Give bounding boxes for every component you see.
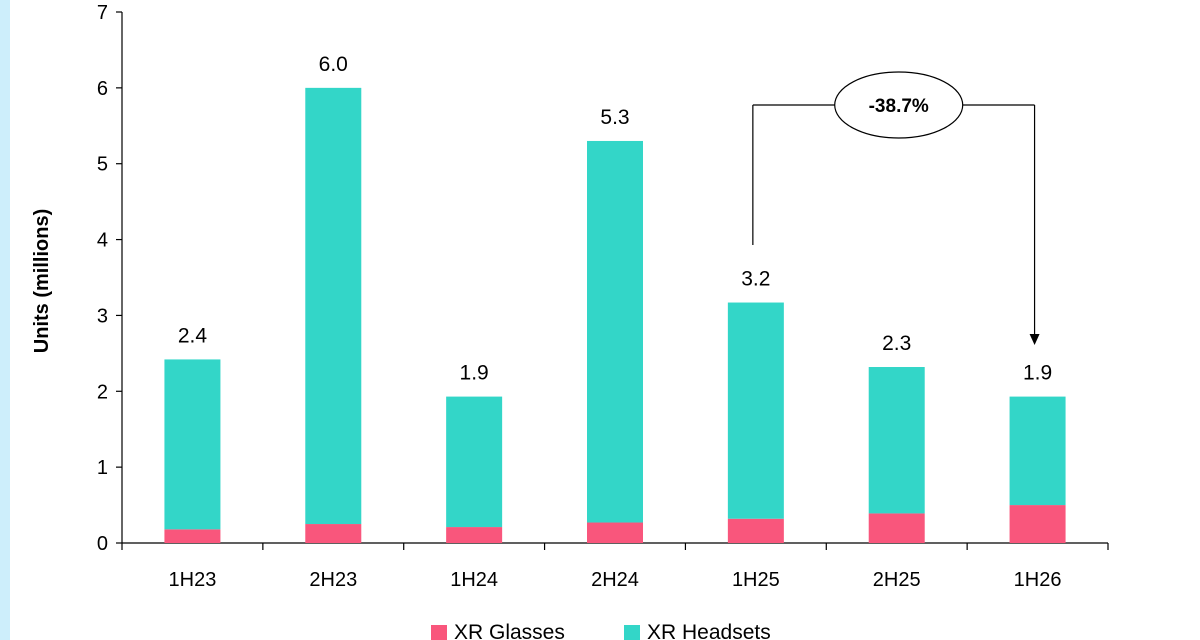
bar-segment-xr-headsets	[587, 140, 643, 523]
x-tick-label: 2H24	[591, 569, 639, 591]
bar-segment-xr-glasses	[868, 513, 925, 543]
legend-swatch-xr-glasses	[431, 625, 447, 640]
total-label: 3.2	[741, 268, 770, 291]
y-tick-label: 4	[97, 230, 108, 252]
bars	[164, 87, 1066, 543]
bar-segment-xr-glasses	[727, 518, 784, 543]
y-axis-label: Units (millions)	[31, 209, 53, 353]
x-tick-label: 2H23	[309, 569, 357, 591]
annotation-ellipse	[834, 71, 964, 139]
bar-segment-xr-glasses	[1009, 505, 1066, 543]
legend: XR Glasses XR Headsets	[431, 621, 771, 640]
total-labels: 2.4 6.0 1.9 5.3 3.2 2.3 1.9	[178, 53, 1052, 385]
total-label: 2.3	[882, 332, 911, 355]
bar-segment-xr-headsets	[164, 359, 221, 530]
y-tick-label: 6	[97, 78, 108, 100]
bar-segment-xr-headsets	[446, 396, 503, 528]
x-tick-label: 2H25	[873, 569, 921, 591]
y-tick-label: 2	[97, 381, 108, 403]
legend-label: XR Headsets	[647, 621, 771, 640]
y-tick-label: 5	[97, 154, 108, 176]
total-label: 5.3	[600, 106, 629, 129]
x-tick-label: 1H24	[450, 569, 498, 591]
change-annotation: -38.7%	[752, 71, 1040, 345]
y-tick-label: 7	[97, 2, 108, 24]
annotation-arrowhead	[1029, 334, 1040, 345]
annotation-label: -38.7%	[869, 96, 929, 117]
y-tick-label: 3	[97, 305, 108, 327]
bar-segment-xr-glasses	[305, 524, 362, 543]
bar-segment-xr-glasses	[164, 529, 221, 543]
total-label: 2.4	[178, 324, 208, 347]
legend-swatch-xr-headsets	[624, 625, 640, 640]
bar-segment-xr-headsets	[1009, 396, 1066, 506]
total-label: 1.9	[460, 362, 489, 385]
x-tick-label: 1H25	[732, 569, 780, 591]
y-tick-label: 0	[97, 533, 108, 555]
y-axis: 0 1 2 3 4 5 6 7	[97, 2, 123, 555]
x-tick-label: 1H26	[1014, 569, 1062, 591]
total-label: 1.9	[1023, 362, 1052, 385]
bar-segment-xr-glasses	[587, 522, 643, 543]
total-label: 6.0	[319, 53, 348, 76]
x-axis: 1H23 2H23 1H24 2H24 1H25 2H25 1H26	[121, 542, 1109, 591]
y-tick-label: 1	[97, 457, 108, 479]
x-tick-label: 1H23	[169, 569, 217, 591]
bar-segment-xr-headsets	[305, 87, 362, 525]
bar-segment-xr-glasses	[446, 527, 503, 543]
legend-label: XR Glasses	[454, 621, 565, 640]
bar-segment-xr-headsets	[727, 302, 784, 519]
bar-segment-xr-headsets	[868, 367, 925, 514]
left-accent-strip	[0, 0, 10, 640]
